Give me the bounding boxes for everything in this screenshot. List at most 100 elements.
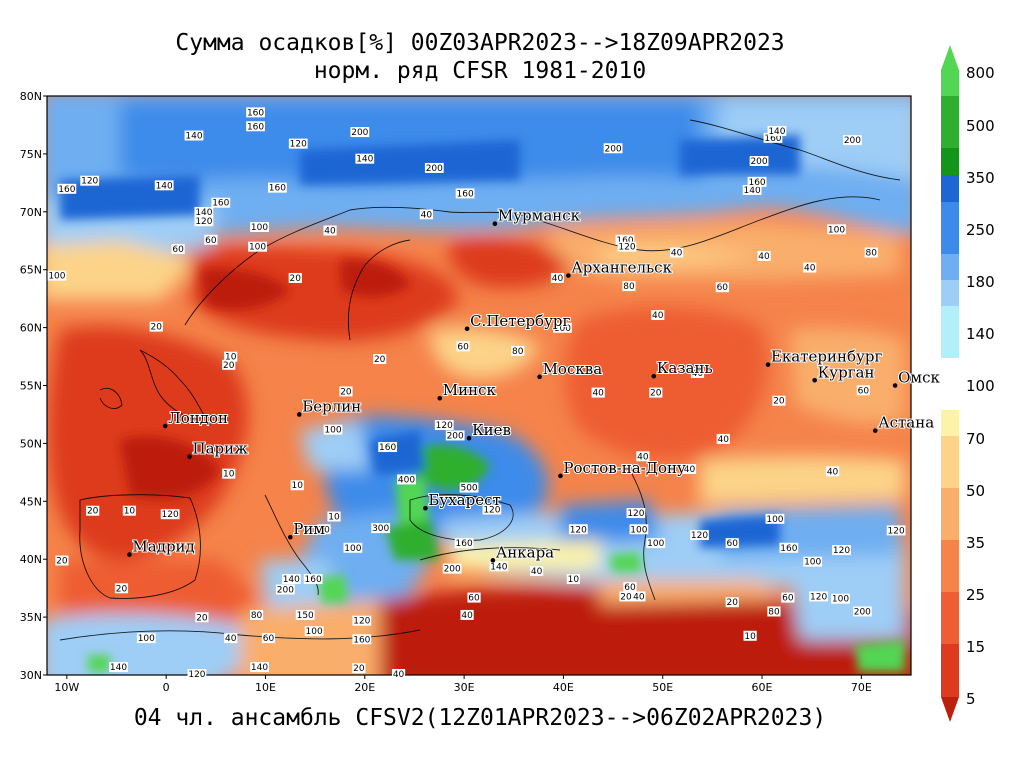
coastlines	[59, 119, 901, 641]
contour-label: 100	[630, 525, 647, 535]
contour-label-bg	[623, 582, 637, 593]
contour-label: 160	[616, 236, 633, 246]
contour-label: 20	[223, 361, 235, 371]
contour-label-bg	[222, 468, 236, 479]
contour-label: 40	[552, 274, 564, 284]
contour-label: 140	[195, 208, 212, 218]
contour-label-bg	[743, 630, 757, 641]
contour-label: 160	[212, 199, 229, 209]
contour-label: 40	[225, 634, 237, 644]
contour-label-bg	[827, 224, 846, 235]
city-marker	[651, 373, 657, 379]
contour-label-bg	[261, 633, 276, 644]
contour-label-bg	[454, 538, 474, 549]
contour-label-bg	[772, 395, 786, 406]
contour-label: 40	[633, 592, 645, 602]
contour-label-bg	[825, 466, 840, 477]
contour-label-bg	[646, 538, 666, 549]
contour-label-bg	[566, 574, 580, 585]
contour-label-bg	[194, 206, 214, 217]
city-marker	[466, 435, 472, 441]
city-label: Минск	[443, 381, 497, 399]
precipitation-field	[47, 96, 911, 675]
contour-label-bg	[295, 609, 315, 620]
map-title-line1: Сумма осадков[%] 00Z03APR2023-->18Z09APR…	[175, 30, 785, 56]
contour-label: 80	[768, 607, 780, 617]
contour-label-bg	[615, 234, 635, 245]
colorbar-label: 800	[966, 64, 995, 82]
colorbar-label: 25	[966, 586, 985, 604]
city-label: Москва	[543, 360, 603, 378]
contour-label-bg	[670, 247, 684, 258]
contour-label: 100	[249, 243, 266, 253]
contour-label-bg	[763, 132, 783, 143]
contour-label-bg	[323, 424, 343, 435]
contour-label: 160	[305, 575, 322, 585]
contour-label: 40	[393, 670, 405, 680]
colorbar-label: 5	[966, 690, 976, 708]
colorbar-legend: 800 500 350 250 180 140 100 70 50 35 25 15 5	[941, 45, 995, 722]
contour-label-bg	[856, 385, 870, 396]
contour-label: 160	[247, 122, 264, 132]
colorbar-label: 500	[966, 117, 995, 135]
contour-label: 160	[58, 185, 75, 195]
contour-label: 40	[684, 465, 696, 475]
contour-label-bg	[47, 270, 67, 281]
contour-label: 20	[340, 387, 352, 397]
contour-label: 60	[727, 539, 739, 549]
lat-tick-label: 50N	[20, 437, 42, 450]
contour-label: 100	[828, 225, 845, 235]
lon-tick-label: 60E	[752, 681, 773, 694]
city-marker	[288, 534, 293, 540]
city-label: Астана	[878, 414, 934, 432]
contour-label: 160	[748, 178, 765, 188]
contour-label-bg	[831, 593, 850, 604]
contour-label: 120	[195, 217, 212, 227]
contour-label-bg	[626, 508, 646, 519]
contour-label: 100	[324, 426, 341, 436]
map-axes: 10W 0 10E 20E 30E 40E 50E 60E 70E 30N 35N 40N 45N 50N…	[20, 90, 872, 694]
contour-label: 20	[353, 664, 365, 674]
contour-label: 200	[426, 164, 443, 174]
lat-tick-label: 30N	[20, 669, 42, 682]
contour-label: 140	[490, 562, 507, 572]
contour-label: 60	[263, 634, 275, 644]
contour-label: 100	[647, 539, 664, 549]
contour-label-bg	[603, 143, 623, 154]
contour-label: 160	[780, 544, 797, 554]
lat-tick-label: 35N	[20, 611, 42, 624]
contour-label-bg	[749, 156, 769, 167]
contour-label: 40	[671, 248, 683, 258]
contour-label: 60	[858, 386, 870, 396]
colorbar-label: 70	[966, 430, 985, 448]
contour-label-bg	[86, 505, 100, 516]
contour-label-bg	[530, 565, 544, 576]
colorbar-segment	[941, 96, 959, 148]
lon-tick-label: 70E	[851, 681, 872, 694]
contour-label-bg	[434, 420, 454, 431]
city-label: Лондон	[168, 409, 228, 427]
contour-label-bg	[184, 130, 204, 141]
colorbar-label: 100	[966, 377, 995, 395]
contour-label: 140	[185, 132, 202, 142]
contour-label-bg	[391, 669, 406, 679]
contour-label-bg	[114, 583, 129, 594]
lat-tick-label: 55N	[20, 380, 42, 393]
contour-label-bg	[55, 555, 69, 566]
contour-label: 20	[318, 525, 330, 535]
contour-label: 60	[468, 594, 480, 604]
city-label: Берлин	[302, 397, 361, 415]
colorbar-segment	[941, 436, 959, 488]
contour-label: 160	[456, 539, 473, 549]
city-label: Омск	[898, 369, 940, 387]
city-marker	[566, 273, 571, 278]
contour-label: 40	[692, 369, 704, 379]
contour-label-bg	[149, 321, 163, 332]
contour-label-bg	[456, 341, 470, 352]
contour-label: 100	[138, 634, 155, 644]
contour-label-bg	[715, 282, 729, 293]
contour-label: 10	[223, 470, 235, 480]
city-marker	[892, 383, 898, 388]
